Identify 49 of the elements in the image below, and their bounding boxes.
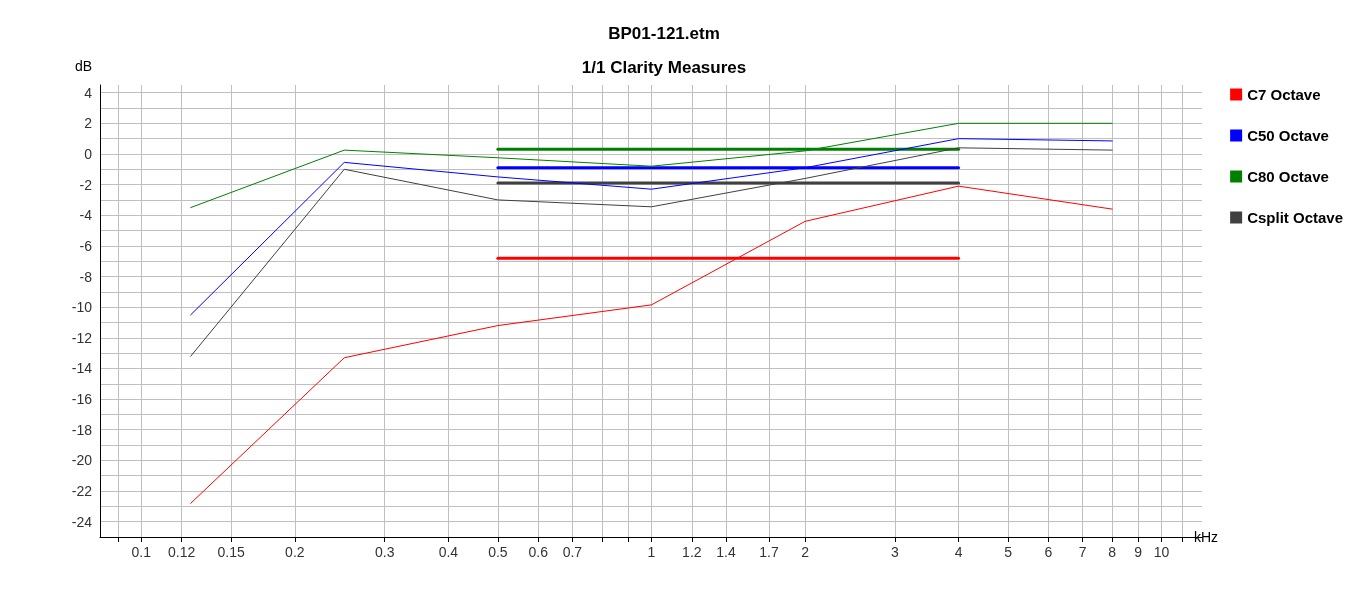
x-tick-label: 0.5 xyxy=(488,544,508,560)
y-tick-label: -16 xyxy=(71,391,93,408)
y-tick-label: 0 xyxy=(84,145,93,162)
legend-label: C7 Octave xyxy=(1247,86,1321,103)
x-tick-label: 3 xyxy=(890,544,899,560)
x-tick-label: 10 xyxy=(1153,544,1170,560)
chart-subtitle: 1/1 Clarity Measures xyxy=(581,58,747,77)
x-tick-label: 1.2 xyxy=(682,544,702,560)
y-tick-label: -20 xyxy=(71,452,93,469)
y-tick-label: -14 xyxy=(71,360,93,377)
x-tick-label: 1.7 xyxy=(759,544,779,560)
y-tick-label: -6 xyxy=(79,237,93,254)
x-tick-label: 0.15 xyxy=(217,544,245,560)
legend-label: C50 Octave xyxy=(1247,127,1329,144)
x-tick-label: 4 xyxy=(954,544,963,560)
y-tick-label: 2 xyxy=(84,115,93,132)
line-series xyxy=(190,185,1113,504)
line-series xyxy=(190,122,1113,209)
y-tick-label: -12 xyxy=(71,329,93,346)
x-tick-label: 6 xyxy=(1044,544,1053,560)
x-tick-label: 1.4 xyxy=(716,544,736,560)
x-tick-label: 0.12 xyxy=(168,544,196,560)
y-tick-label: -2 xyxy=(79,176,93,193)
line-series xyxy=(190,147,1113,357)
y-tick-label: -4 xyxy=(79,207,93,224)
legend-label: Csplit Octave xyxy=(1247,209,1344,226)
y-axis-title: dB xyxy=(74,58,92,74)
x-tick-label: 9 xyxy=(1134,544,1143,560)
x-tick-label: 5 xyxy=(1004,544,1013,560)
x-tick-label: 7 xyxy=(1078,544,1087,560)
y-tick-label: -10 xyxy=(71,299,93,316)
legend-label: C80 Octave xyxy=(1247,168,1329,185)
y-tick-label: -8 xyxy=(79,268,93,285)
x-axis-title: kHz xyxy=(1194,529,1219,545)
y-tick-label: -22 xyxy=(71,483,93,500)
x-tick-label: 0.6 xyxy=(528,544,549,560)
x-tick-label: 0.7 xyxy=(562,544,583,560)
x-tick-label: 8 xyxy=(1108,544,1117,560)
y-tick-label: -18 xyxy=(71,421,93,438)
x-tick-label: 0.2 xyxy=(285,544,305,560)
y-tick-label: 4 xyxy=(84,84,93,101)
x-tick-label: 0.1 xyxy=(131,544,152,560)
y-tick-label: -24 xyxy=(71,513,93,530)
x-tick-label: 0.3 xyxy=(374,544,395,560)
x-tick-label: 2 xyxy=(801,544,810,560)
x-tick-label: 1 xyxy=(647,544,656,560)
chart-title: BP01-121.etm xyxy=(608,24,720,43)
line-series xyxy=(190,138,1113,316)
x-tick-label: 0.4 xyxy=(438,544,459,560)
